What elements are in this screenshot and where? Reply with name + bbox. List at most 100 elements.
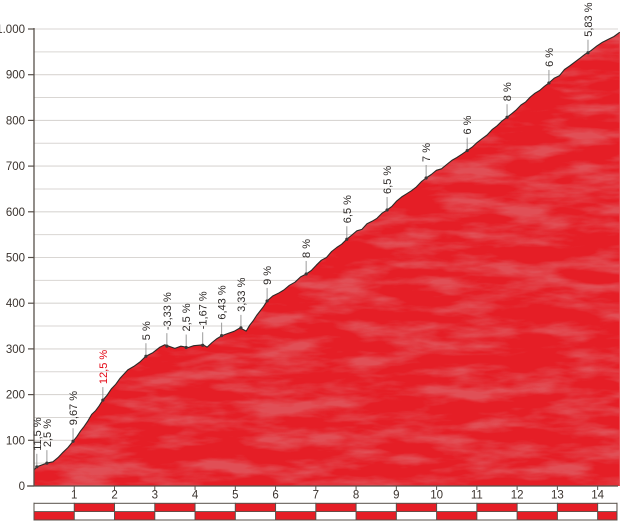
gradient-anchor-dot <box>345 237 349 241</box>
km-bar-cell <box>275 503 316 512</box>
x-tick-label: 9 <box>393 490 399 502</box>
gradient-label: 9,67 % <box>68 391 80 425</box>
km-bar-cell <box>114 503 155 512</box>
km-bar-cell <box>315 511 357 520</box>
gradient-anchor-dot <box>101 398 105 402</box>
km-checkerboard-bar <box>33 502 618 521</box>
y-tick-label: 300 <box>6 344 25 356</box>
km-bar-cell <box>436 511 477 520</box>
y-tick-label: 800 <box>6 115 25 127</box>
gradient-label: -1,67 % <box>198 291 210 329</box>
y-tick-label: 200 <box>6 390 25 402</box>
km-bar-cell <box>597 511 617 520</box>
gradient-label: 6,43 % <box>217 285 229 319</box>
y-tick-label: 700 <box>6 161 25 173</box>
gradient-anchor-dot <box>265 299 269 303</box>
km-bar-cell <box>517 511 558 520</box>
gradient-labels: 11,5 %2,5 %9,67 %12,5 %5 %-3,33 % 2,5 % -1… <box>32 2 595 469</box>
climb-profile-area <box>33 31 620 486</box>
axes <box>27 28 618 490</box>
gradient-label: 9 % <box>262 266 274 285</box>
x-tick-label: 8 <box>353 490 359 502</box>
km-bar-cell <box>34 503 75 512</box>
km-bar-cell <box>154 503 196 512</box>
km-bar-cell <box>195 511 236 520</box>
x-axis-labels: 1 2 3 4 5 6 7 8 9 10 11 12 13 14 <box>71 490 605 502</box>
gradient-anchor-dot <box>505 115 509 119</box>
km-bar-cell <box>436 503 477 512</box>
x-tick-label: 12 <box>511 490 524 502</box>
gradient-label: 2,5 % <box>181 303 193 331</box>
gradient-label: 8 % <box>502 82 514 101</box>
y-tick-label: 0 <box>19 481 25 493</box>
km-bar-cell <box>517 503 558 512</box>
y-axis-labels: 0 100 200 300 400 500 600 700 800 900 1.000 <box>0 24 25 493</box>
x-tick-label: 11 <box>471 490 483 502</box>
y-tick-label: 900 <box>6 70 25 82</box>
gradient-anchor-dot <box>385 208 389 212</box>
x-tick-label: 3 <box>152 490 158 502</box>
x-tick-label: 2 <box>111 490 117 502</box>
gradient-label: 5 % <box>141 321 153 340</box>
gradient-label: 11,5 % <box>32 417 44 451</box>
km-bar-cell <box>235 511 276 520</box>
km-bar-cell <box>74 503 115 512</box>
gradient-anchor-dot <box>424 176 428 180</box>
gradient-label: 2,5 % <box>42 419 54 447</box>
x-tick-label: 10 <box>430 490 443 502</box>
gradient-label: 6 % <box>462 115 474 134</box>
km-bar-cell <box>154 511 196 520</box>
y-tick-label: 500 <box>6 253 25 265</box>
y-tick-label: 100 <box>6 435 25 447</box>
km-bar-cell <box>396 511 437 520</box>
km-bar-cell <box>235 503 276 512</box>
gradient-label: 6 % <box>544 48 556 67</box>
x-tick-label: 4 <box>192 490 199 502</box>
km-bar-cell <box>114 511 155 520</box>
gradient-anchor-dot <box>144 354 148 358</box>
gradient-anchor-dot <box>184 345 188 350</box>
y-tick-label: 1.000 <box>0 24 25 36</box>
gradient-anchor-dot <box>304 272 308 276</box>
km-bar-cell <box>195 503 236 512</box>
gradient-anchor-dot <box>45 461 49 465</box>
x-tick-label: 1 <box>71 490 77 502</box>
profile-texture <box>34 32 620 486</box>
y-tick-label: 600 <box>6 207 25 219</box>
km-bar-cell <box>476 511 518 520</box>
km-bar-cell <box>557 503 598 512</box>
gradient-label: 6,5 % <box>342 195 354 223</box>
profile-outline <box>33 31 620 471</box>
gradient-label: 3,33 % <box>236 277 248 311</box>
gradient-anchor-dot <box>239 326 243 330</box>
gradient-label: 8 % <box>301 239 313 258</box>
y-tick-label: 400 <box>6 298 25 310</box>
gradient-anchor-dot <box>465 148 469 153</box>
x-tick-label: 5 <box>232 490 238 502</box>
gradient-label: 7 % <box>421 143 433 162</box>
km-bar-cell <box>275 511 316 520</box>
gradient-anchor-dot <box>201 343 205 347</box>
km-bar-cell <box>356 511 397 520</box>
km-bar-cell <box>315 503 357 512</box>
gradient-label: 12,5 % <box>98 350 110 384</box>
x-tick-label: 13 <box>551 490 564 502</box>
gradient-anchor-dot <box>220 334 224 338</box>
x-tick-label: 6 <box>272 490 278 502</box>
km-bar-cell <box>476 503 518 512</box>
km-bar-border <box>33 502 618 521</box>
gradient-anchor-dot <box>165 344 169 348</box>
gradient-anchor-dot <box>547 81 551 85</box>
x-tick-label: 7 <box>313 490 319 502</box>
gradient-label: 5,83 % <box>583 2 595 36</box>
gradient-anchor-dot <box>586 51 590 55</box>
gradient-anchor-dot <box>35 465 39 469</box>
gradient-anchor-dot <box>71 439 75 443</box>
km-bar-cell <box>396 503 437 512</box>
km-bar-cell <box>597 503 617 512</box>
x-tick-label: 14 <box>591 490 604 502</box>
gradient-label: -3,33 % <box>162 292 174 330</box>
km-bar-cell <box>356 503 397 512</box>
